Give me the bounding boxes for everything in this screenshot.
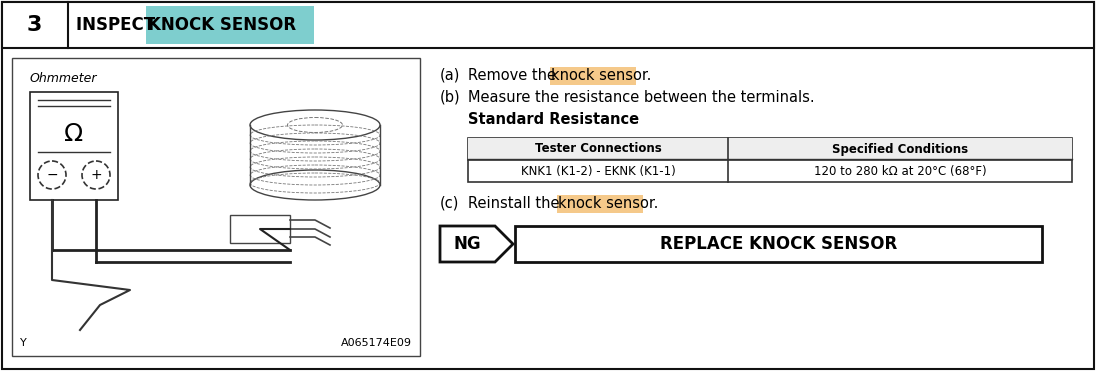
Text: 120 to 280 kΩ at 20°C (68°F): 120 to 280 kΩ at 20°C (68°F)	[813, 164, 986, 177]
Text: A065174E09: A065174E09	[341, 338, 412, 348]
Text: NG: NG	[454, 235, 481, 253]
Text: (b): (b)	[439, 90, 460, 105]
Polygon shape	[439, 226, 513, 262]
Text: knock sensor.: knock sensor.	[551, 68, 651, 83]
Text: Reinstall the: Reinstall the	[468, 196, 564, 211]
Bar	[2, 2, 1094, 48]
Bar	[146, 6, 313, 44]
Bar	[468, 138, 1072, 160]
Text: (c): (c)	[439, 196, 459, 211]
Bar	[230, 215, 290, 243]
Text: Ohmmeter: Ohmmeter	[30, 72, 98, 85]
Text: Ω: Ω	[65, 122, 83, 146]
Text: 3: 3	[26, 15, 42, 35]
Text: Specified Conditions: Specified Conditions	[832, 142, 968, 155]
Bar	[30, 92, 118, 200]
Text: Y: Y	[20, 338, 26, 348]
Text: (a): (a)	[439, 68, 460, 83]
Bar	[557, 195, 643, 213]
Bar	[515, 226, 1042, 262]
Text: Tester Connections: Tester Connections	[535, 142, 661, 155]
Text: Measure the resistance between the terminals.: Measure the resistance between the termi…	[468, 90, 814, 105]
Bar	[12, 58, 420, 356]
Text: knock sensor.: knock sensor.	[558, 196, 659, 211]
Text: −: −	[46, 168, 58, 182]
Text: KNK1 (K1-2) - EKNK (K1-1): KNK1 (K1-2) - EKNK (K1-1)	[521, 164, 675, 177]
Text: Standard Resistance: Standard Resistance	[468, 112, 639, 127]
Text: REPLACE KNOCK SENSOR: REPLACE KNOCK SENSOR	[660, 235, 898, 253]
Bar	[468, 138, 1072, 182]
Text: KNOCK SENSOR: KNOCK SENSOR	[148, 16, 296, 34]
Text: Remove the: Remove the	[468, 68, 561, 83]
Bar	[550, 67, 636, 85]
Text: INSPECT: INSPECT	[76, 16, 161, 34]
Text: +: +	[90, 168, 102, 182]
